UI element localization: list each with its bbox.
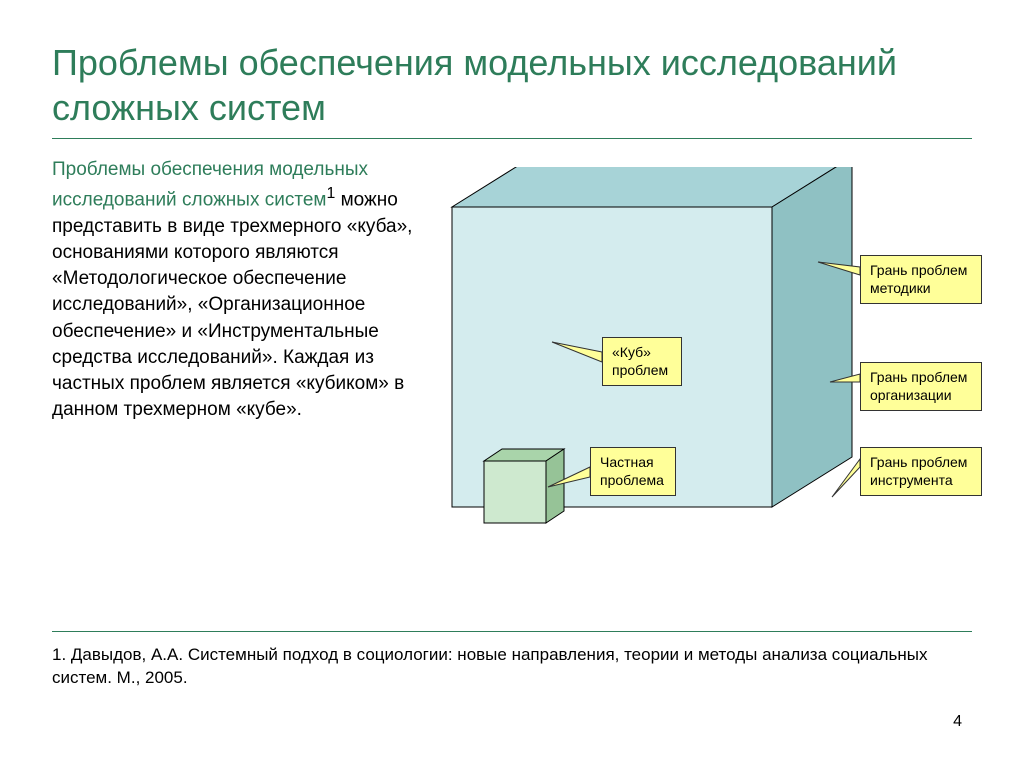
body-text: Проблемы обеспечения модельных исследова…: [52, 157, 422, 424]
body-rest: можно представить в виде трехмерного «ку…: [52, 190, 412, 421]
callout-face-methodology: Грань проблем методики: [860, 255, 982, 304]
slide: Проблемы обеспечения модельных исследова…: [0, 0, 1024, 767]
footnote: 1. Давыдов, А.А. Системный подход в соци…: [52, 631, 972, 690]
highlight-phrase: Проблемы обеспечения модельных исследова…: [52, 159, 368, 211]
footnote-ref: 1: [326, 185, 335, 202]
content-row: Проблемы обеспечения модельных исследова…: [52, 157, 972, 617]
title-divider: [52, 138, 972, 139]
callout-face-instrument: Грань проблем инструмента: [860, 447, 982, 496]
callout-partial-problem: Частная проблема: [590, 447, 676, 496]
callout-face-organization: Грань проблем организации: [860, 362, 982, 411]
page-title: Проблемы обеспечения модельных исследова…: [52, 40, 972, 130]
page-number: 4: [953, 713, 962, 731]
callout-cube-problems: «Куб» проблем: [602, 337, 682, 386]
cube-diagram: «Куб» проблем Частная проблема Грань про…: [432, 167, 992, 607]
diagram-column: «Куб» проблем Частная проблема Грань про…: [432, 157, 972, 617]
